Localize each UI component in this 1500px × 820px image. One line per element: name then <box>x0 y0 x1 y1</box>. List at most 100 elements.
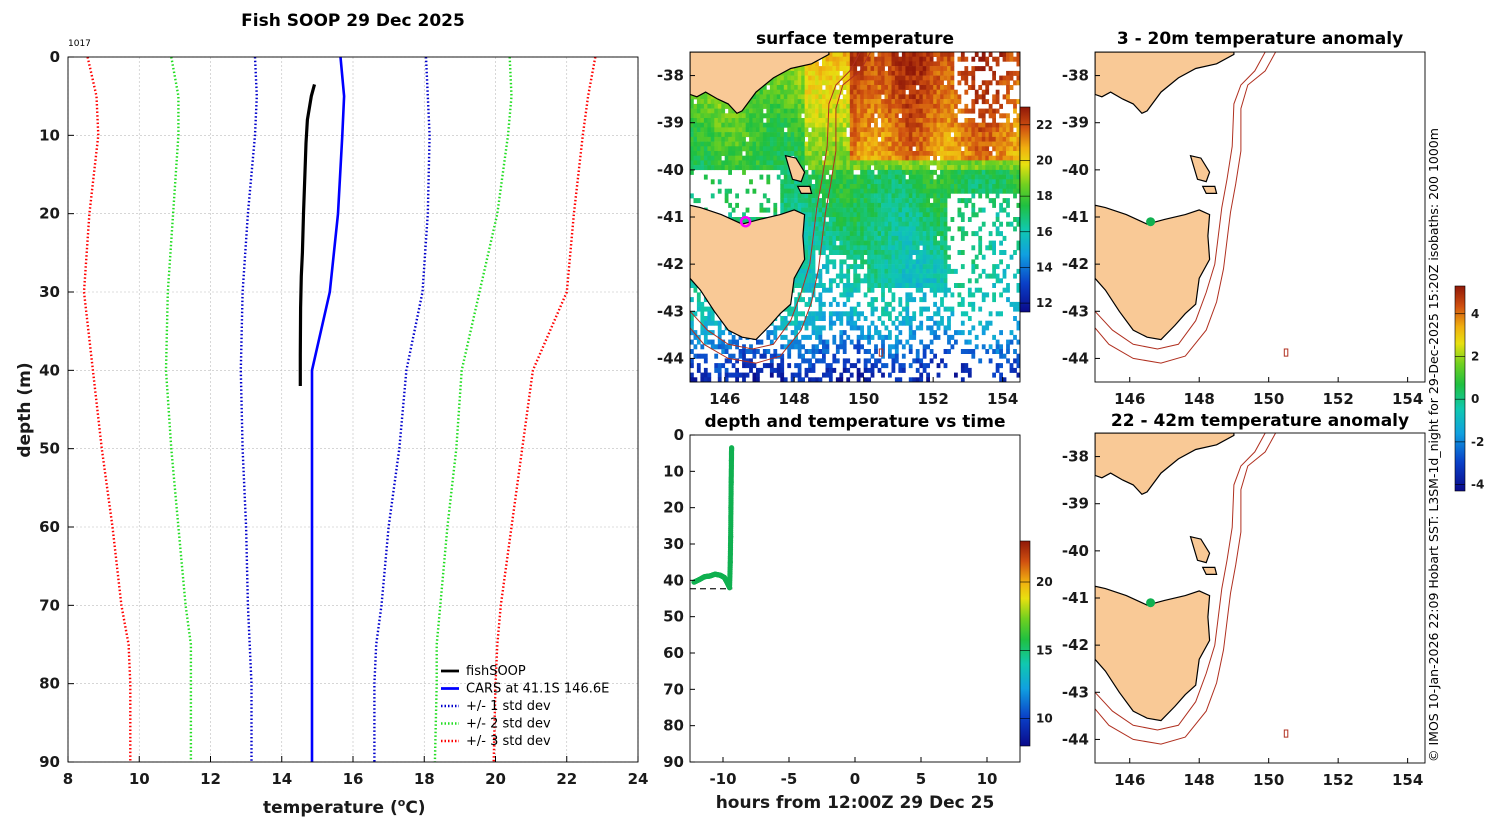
sst-pixel <box>818 297 823 303</box>
sst-pixel <box>693 103 698 109</box>
sst-pixel <box>832 122 837 128</box>
sst-pixel <box>835 273 840 279</box>
sst-pixel <box>832 240 837 246</box>
sst-pixel <box>804 151 809 156</box>
sst-pixel <box>860 52 864 57</box>
sst-pixel <box>891 80 896 86</box>
sst-pixel <box>901 146 906 152</box>
sst-pixel <box>1013 103 1017 109</box>
sst-pixel <box>690 363 694 369</box>
sst-pixel <box>822 99 826 105</box>
sst-pixel <box>839 118 844 123</box>
sst-pixel <box>922 207 927 213</box>
sst-pixel <box>731 160 736 166</box>
sst-pixel <box>818 235 823 241</box>
sst-pixel <box>801 132 805 138</box>
profile-line-fishsoop <box>298 83 317 386</box>
sst-pixel <box>717 160 722 166</box>
profile-x-tick-label: 12 <box>200 770 221 788</box>
sst-pixel <box>780 198 785 204</box>
sst-pixel <box>780 367 785 373</box>
sst-pixel <box>707 118 712 123</box>
sst-pixel <box>898 108 903 114</box>
sst-pixel <box>894 103 899 109</box>
sst-pixel <box>867 259 871 265</box>
sst-pixel <box>856 160 861 166</box>
sst-pixel <box>1009 188 1014 194</box>
sst-pixel <box>995 141 1000 147</box>
sst-pixel <box>967 217 972 222</box>
sst-pixel <box>863 363 868 369</box>
sst-pixel <box>943 66 948 72</box>
sst-pixel <box>960 184 965 189</box>
sst-pixel <box>929 52 934 57</box>
sst-pixel <box>839 320 844 326</box>
sst-pixel <box>842 231 847 237</box>
sst-pixel <box>693 155 698 161</box>
anomaly-shallow-x-tick-label: 154 <box>1392 390 1423 408</box>
sst-pixel <box>908 377 913 382</box>
sst-pixel <box>919 358 924 364</box>
sst-pixel <box>717 108 722 114</box>
sst-pixel <box>898 254 903 260</box>
sst-pixel <box>884 250 889 255</box>
sst-pixel <box>818 202 823 208</box>
sst-pixel <box>849 254 854 260</box>
sst-pixel <box>822 311 826 317</box>
sst-pixel <box>877 70 882 76</box>
sst-pixel <box>881 155 885 161</box>
sst-pixel <box>881 89 885 95</box>
sst-pixel <box>1020 85 1024 90</box>
sst-pixel <box>690 193 694 199</box>
sst-pixel <box>888 66 892 72</box>
sst-pixel <box>964 108 969 114</box>
sst-pixel <box>828 56 833 62</box>
sst-pixel <box>894 113 899 119</box>
sst-pixel <box>839 165 844 171</box>
sst-pixel <box>884 108 889 114</box>
sst-pixel <box>776 136 781 142</box>
sst-pixel <box>783 169 788 175</box>
sst-pixel <box>860 325 864 331</box>
sst-pixel <box>769 127 774 133</box>
sst-pixel <box>846 245 851 251</box>
sst-pixel <box>881 61 885 67</box>
sst-pixel <box>894 136 899 142</box>
sst-pixel <box>846 89 851 95</box>
sst-pixel <box>808 358 812 364</box>
sst-pixel <box>1016 320 1020 326</box>
sst-pixel <box>891 141 896 147</box>
profile-line-cars <box>310 56 346 762</box>
sst-isobath-200m <box>690 52 861 350</box>
anomaly-shallow-y-tick-label: -38 <box>1062 67 1089 85</box>
sst-pixel <box>950 61 955 67</box>
sst-pixel <box>724 377 729 382</box>
sst-pixel <box>891 240 896 246</box>
sst-pixel <box>856 344 861 350</box>
sst-pixel <box>888 250 892 255</box>
anomaly-deep-cape-barren-island <box>1201 566 1218 575</box>
sst-pixel <box>922 217 927 222</box>
sst-pixel <box>818 169 823 175</box>
sst-pixel <box>1002 377 1007 382</box>
sst-pixel <box>901 174 906 180</box>
sst-pixel <box>988 160 993 166</box>
sst-pixel <box>710 132 715 138</box>
sst-pixel <box>849 169 854 175</box>
sst-pixel <box>707 377 712 382</box>
sst-pixel <box>794 132 798 138</box>
sst-pixel <box>790 184 795 189</box>
sst-pixel <box>849 217 854 222</box>
sst-pixel <box>696 132 701 138</box>
sst-pixel <box>978 226 983 232</box>
sst-pixel <box>912 141 917 147</box>
sst-pixel <box>801 122 805 128</box>
sst-pixel <box>863 240 868 246</box>
sst-pixel <box>999 127 1003 133</box>
sst-pixel <box>1002 75 1007 81</box>
sst-pixel <box>908 334 913 340</box>
sst-pixel <box>804 367 809 373</box>
sst-pixel <box>790 344 795 350</box>
sst-pixel <box>783 122 788 128</box>
sst-pixel <box>940 113 944 119</box>
